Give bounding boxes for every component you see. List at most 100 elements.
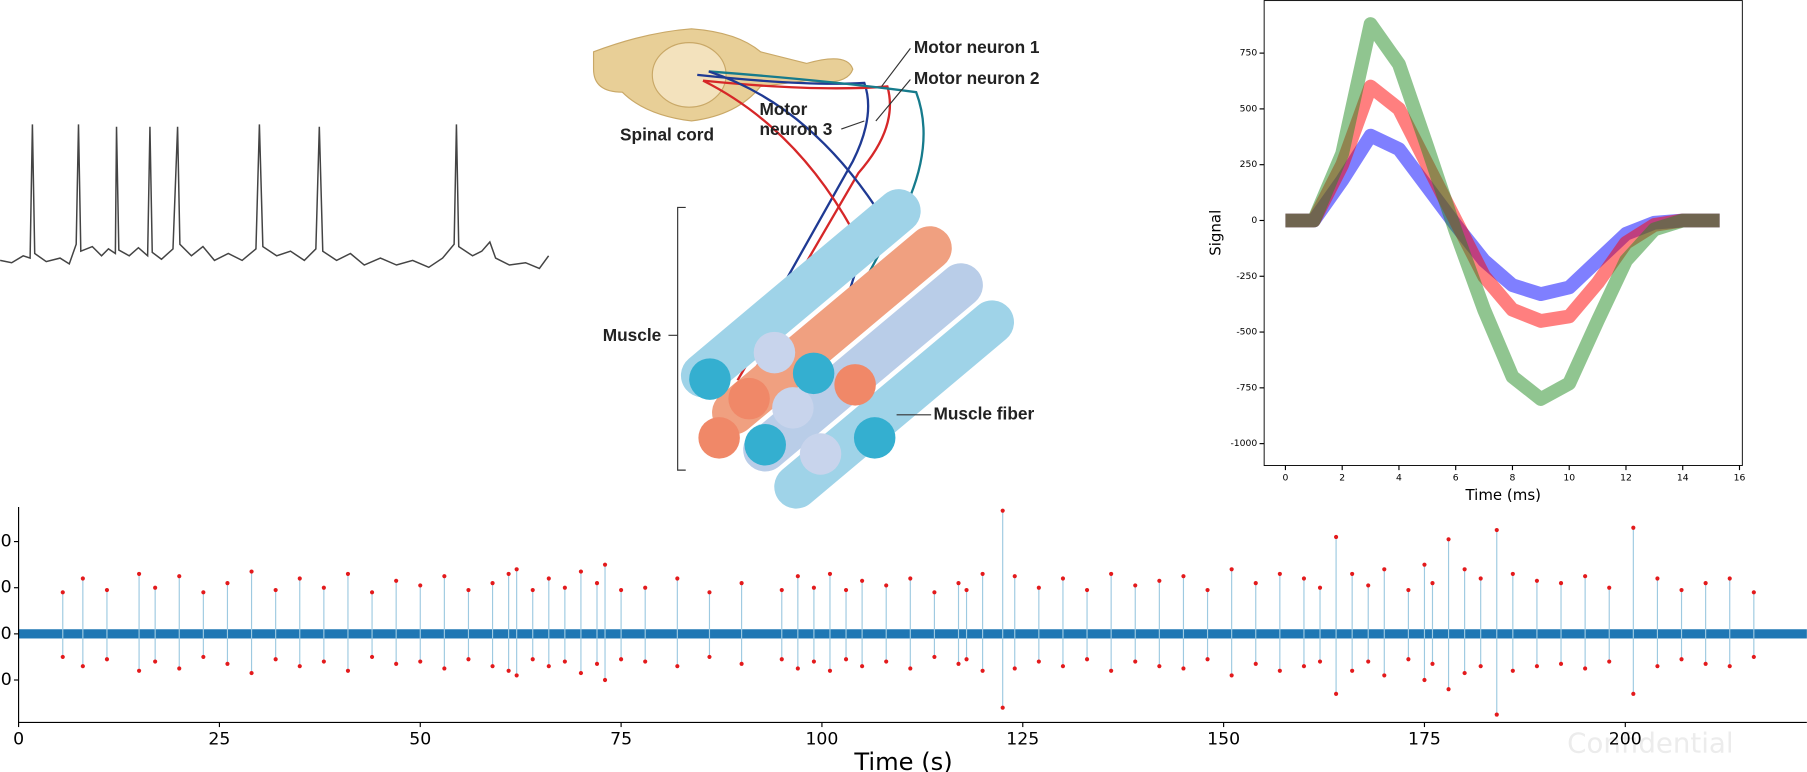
spike-dot [1382, 567, 1387, 572]
y-tick-label: 750 [1240, 48, 1258, 59]
x-tick-label: 10 [1563, 472, 1575, 483]
spike-dot [594, 581, 600, 586]
x-tick-label: 12 [1620, 472, 1632, 483]
spike-dot [1253, 581, 1258, 586]
y-tick-label: 250 [1240, 159, 1258, 170]
spike-dot [1462, 671, 1467, 676]
spike-dot [1494, 527, 1499, 533]
spike-dot [1334, 534, 1339, 540]
spike-dot [490, 581, 495, 586]
spike-dot [1109, 668, 1114, 673]
spike-dot [418, 583, 423, 588]
x-tick-label: 150 [1207, 730, 1240, 750]
spike-dot [273, 587, 278, 593]
spike-dot [1277, 571, 1282, 576]
spike-dot [795, 666, 800, 671]
spike-dot [602, 677, 608, 683]
x-tick-label: 75 [610, 730, 632, 750]
spike-dot [1462, 567, 1467, 572]
spike-dot [1060, 576, 1066, 581]
spike-dot [1703, 661, 1708, 666]
spike-dot [1366, 583, 1371, 588]
y-tick-label: -1000 [1230, 438, 1257, 449]
spike-dot [1382, 673, 1387, 678]
x-tick-label: 200 [1609, 730, 1642, 750]
spike-dot [345, 571, 351, 576]
spike-dot [980, 668, 985, 673]
spike-dot [956, 581, 961, 586]
y-tick-label: -250 [1236, 271, 1257, 282]
spike-dot [1558, 661, 1564, 666]
y-tick-label: -750 [1236, 382, 1257, 393]
spike-dot [1317, 585, 1323, 590]
spike-dot [1000, 508, 1005, 513]
x-tick-label: 16 [1734, 472, 1746, 483]
spike-dot [1679, 657, 1684, 662]
y-tick-label: -500 [1236, 327, 1257, 338]
diagram-art [592, 28, 1015, 509]
spike-dot [1494, 712, 1499, 717]
spike-dot [578, 569, 584, 574]
spike-dot [297, 576, 302, 581]
waveform [1285, 79, 1720, 328]
spike-dot [884, 583, 889, 588]
y-tick-label: 200 [0, 532, 12, 552]
spike-dot [546, 664, 551, 669]
baseline-noise [18, 629, 1807, 639]
spike-dot [1478, 576, 1483, 581]
x-tick-label: 125 [1006, 730, 1039, 750]
spike-dot [779, 587, 784, 593]
diagram-label: neuron 3 [759, 119, 832, 139]
spike-dot [225, 581, 230, 586]
spike-dot [177, 574, 182, 579]
spike-dot [594, 661, 600, 666]
spike-dot [1727, 576, 1732, 581]
spike-dot [1229, 673, 1234, 678]
spike-dot [1205, 657, 1210, 662]
diagram-label: Spinal cord [620, 125, 714, 145]
x-axis-label: Time (ms) [1465, 486, 1541, 504]
spike-dot [546, 576, 551, 581]
spike-dot [369, 654, 375, 660]
spike-dot [843, 587, 849, 593]
spike-dot [908, 666, 913, 671]
spike-dot [1205, 587, 1210, 593]
spike-dot [1181, 574, 1186, 579]
spike-dot [506, 571, 511, 576]
spike-dot [1350, 668, 1355, 673]
spike-dot [1133, 659, 1138, 664]
spike-dot [1084, 657, 1090, 662]
spike-dot [1583, 574, 1588, 579]
spike-dot [1446, 537, 1451, 542]
x-tick-label: 0 [13, 730, 24, 750]
x-tick-label: 6 [1453, 472, 1459, 483]
spike-dot [739, 661, 744, 666]
spike-dot [643, 585, 648, 590]
spike-dot [1751, 654, 1756, 660]
spike-dot [1655, 664, 1660, 669]
spike-dot [1583, 666, 1588, 671]
spike-dot [1510, 668, 1515, 673]
spike-dot [60, 654, 65, 660]
spike-dot [1422, 562, 1427, 567]
spike-dot [1607, 659, 1612, 664]
spike-dot [1012, 666, 1017, 671]
spike-dot [739, 581, 744, 586]
spike-dot [860, 578, 865, 583]
trace [0, 124, 550, 270]
y-tick-label: 0 [1251, 215, 1257, 226]
spike-dot [1607, 585, 1612, 590]
spike-dot [530, 587, 535, 593]
spike-dot [843, 657, 849, 662]
spike-dot [1430, 661, 1435, 666]
spike-dot [321, 659, 326, 664]
spike-dot [369, 590, 375, 595]
spike-dot [201, 654, 206, 660]
spike-dot [1000, 705, 1005, 710]
spike-dot [249, 671, 254, 676]
diagram-label: Motor [759, 99, 807, 119]
spike-dot [1317, 659, 1323, 664]
spike-dot [1406, 587, 1411, 593]
x-tick-label: 8 [1510, 472, 1516, 483]
